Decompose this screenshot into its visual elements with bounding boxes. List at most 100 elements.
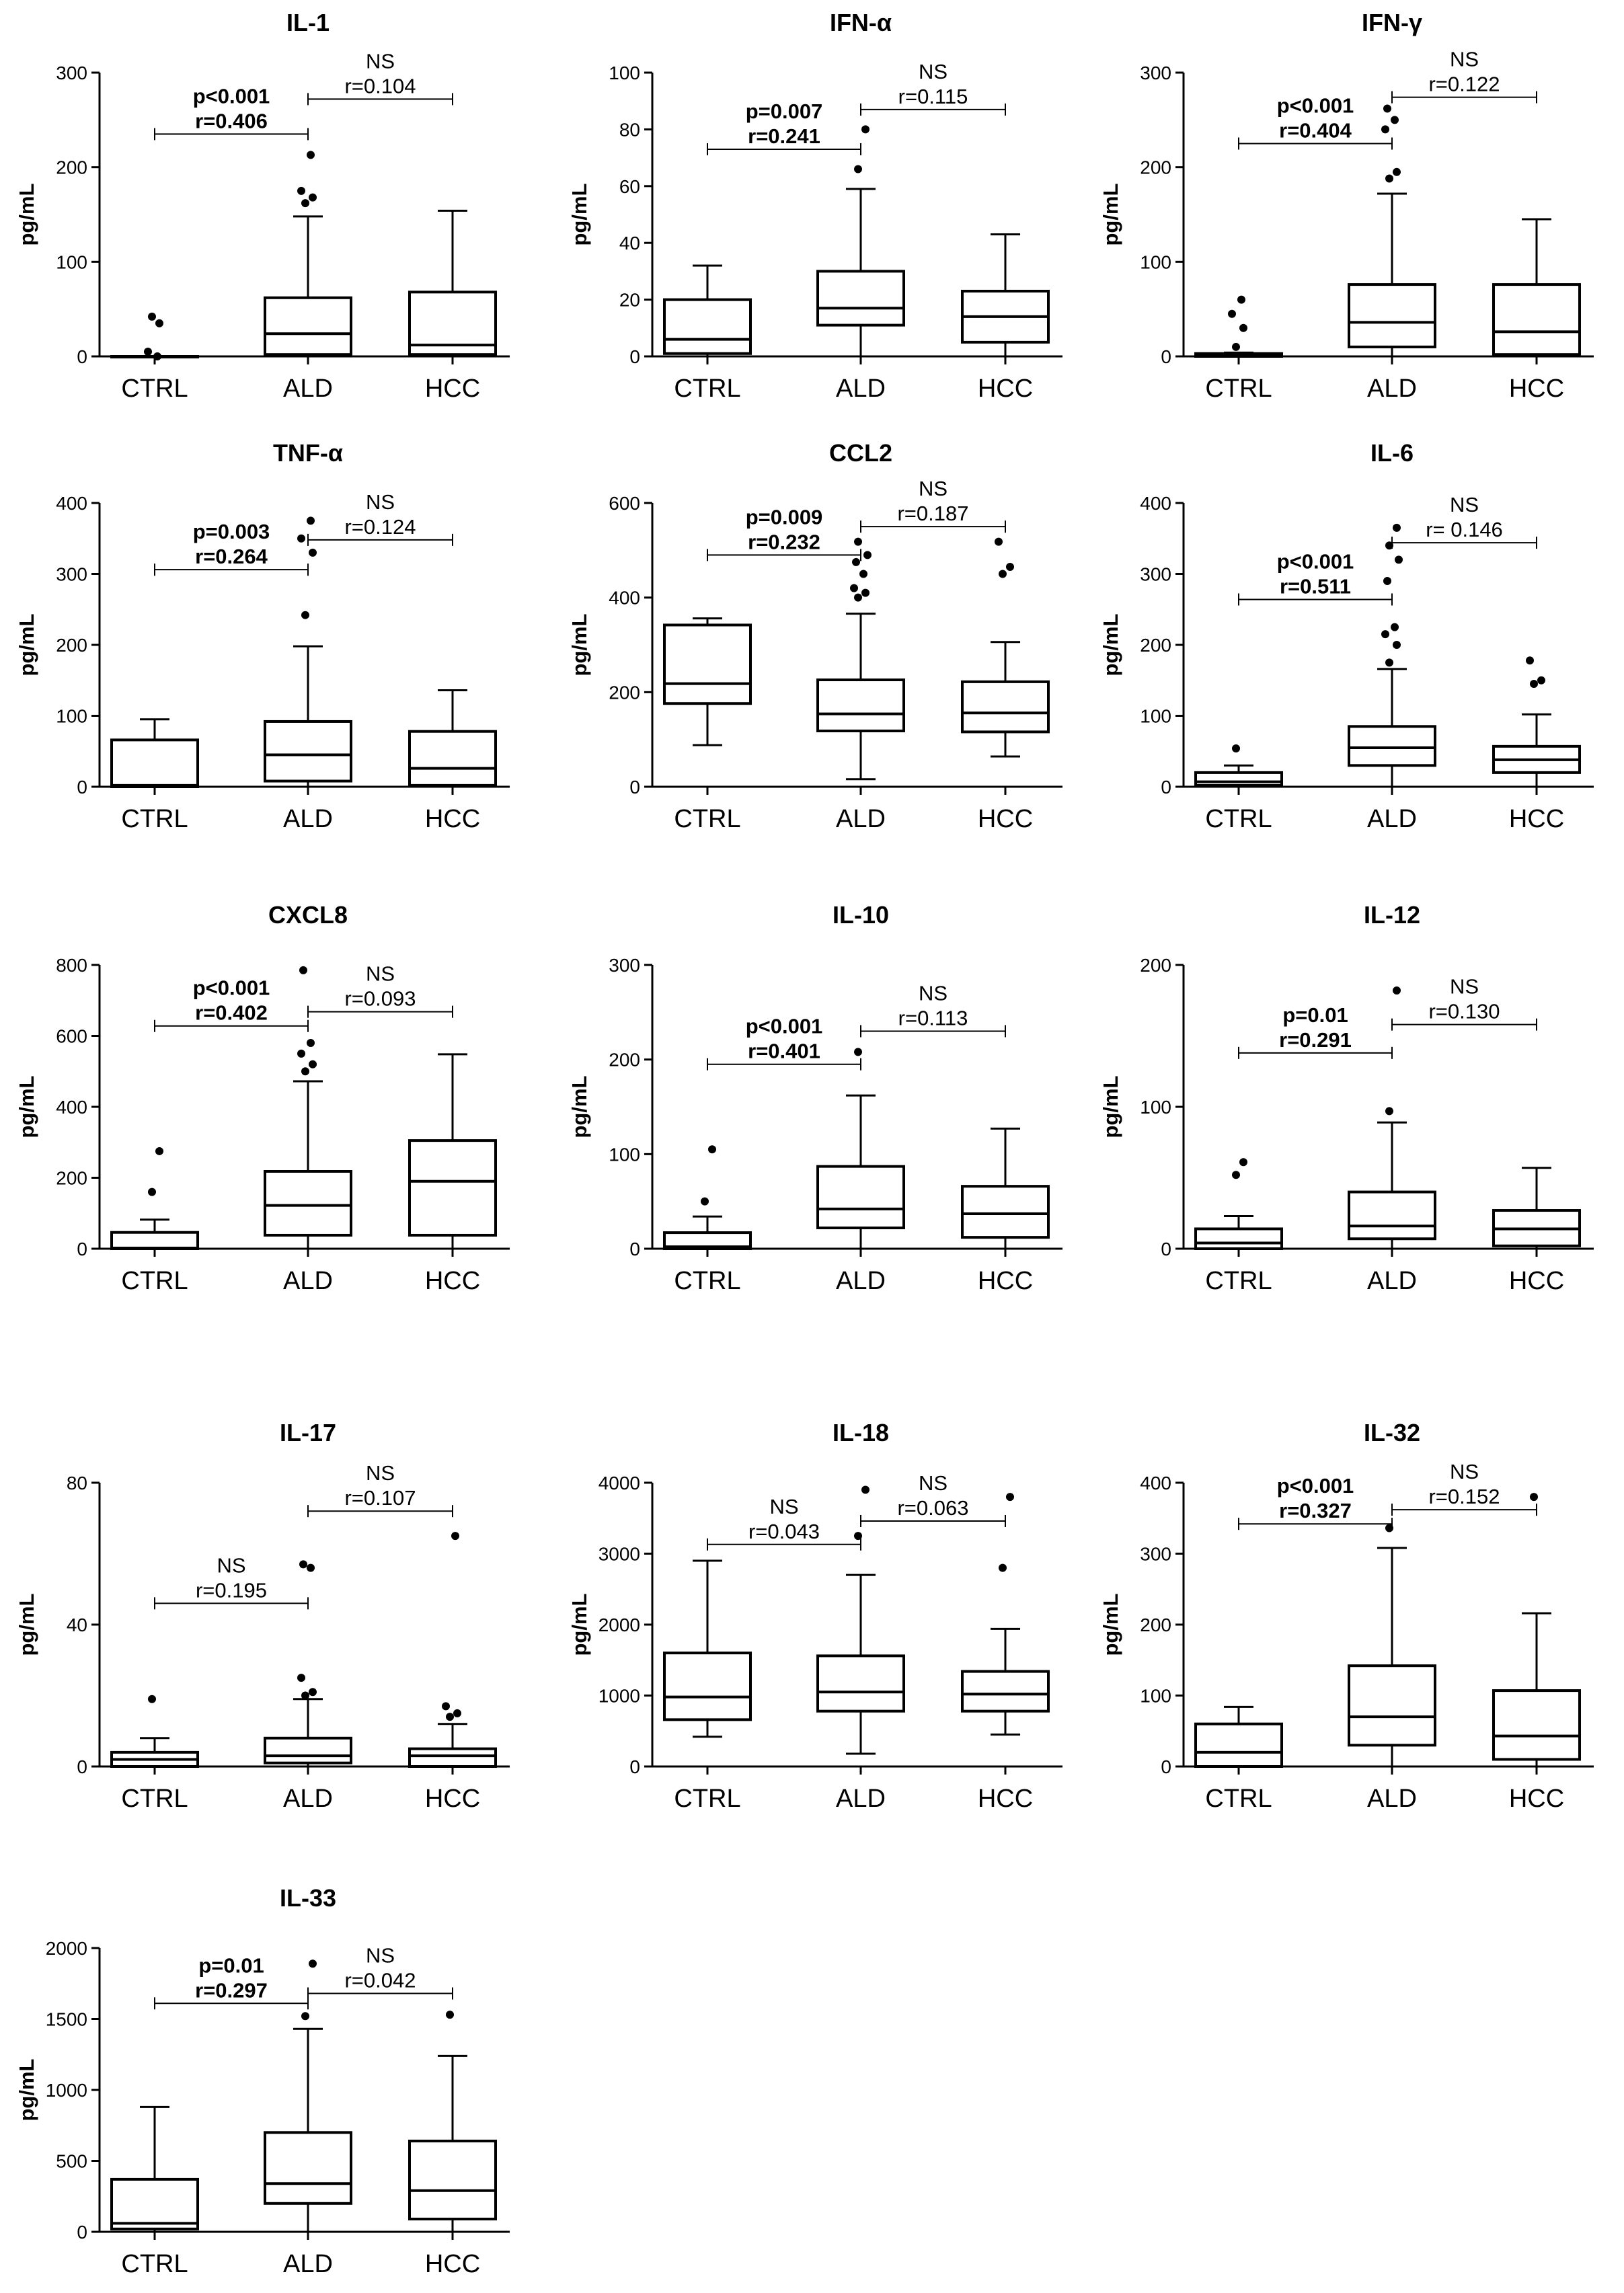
outlier-point [299,966,307,974]
comparison-ctrl-ald: NSr=0.043 [707,1495,861,1551]
outlier-point [859,570,867,578]
y-tick-label: 0 [1161,1239,1171,1259]
y-axis-label: pg/mL [1099,1594,1122,1656]
x-category-label: HCC [1509,375,1564,403]
x-category-label: HCC [425,2250,480,2278]
comparison-stat-line-1: NS [366,962,395,986]
comparison-ald-hcc: NSr=0.124 [307,490,453,546]
comparison-stat-line-2: r=0.124 [344,515,416,539]
y-tick-label: 0 [1161,346,1171,367]
iqr-box [1348,1664,1436,1747]
box-ctrl [110,1695,199,1768]
y-axis-label: pg/mL [1099,184,1122,246]
outlier-point [1006,1493,1014,1502]
panel-title: IFN-α [830,9,892,36]
comparison-stat-line-1: p=0.009 [746,505,823,529]
outlier-point [1393,641,1401,649]
outlier-point [854,537,862,546]
box-ald [264,516,352,788]
y-tick-label: 80 [619,119,640,140]
x-category-label: HCC [978,1267,1033,1295]
outlier-point [442,1702,450,1711]
box-ctrl [663,1559,752,1738]
outlier-point [309,193,317,202]
x-category-label: CTRL [1205,805,1272,833]
box-ctrl [110,312,199,360]
outlier-point [1385,1107,1393,1116]
iqr-box [408,1747,497,1768]
iqr-box [1348,725,1436,767]
iqr-box [408,2139,497,2221]
comparison-stat-line-1: NS [217,1553,245,1577]
comparison-stat-line-1: p<0.001 [193,84,270,108]
panel-title: IL-18 [833,1419,889,1446]
iqr-box [1194,1227,1283,1250]
outlier-point [1381,630,1389,639]
x-category-label: ALD [1367,1785,1417,1813]
outlier-point [309,1688,317,1697]
iqr-box [1348,1190,1436,1241]
x-category-label: HCC [425,1785,480,1813]
iqr-box [1194,1722,1283,1768]
comparison-stat-line-1: NS [919,60,948,83]
box-hcc [408,1053,497,1250]
outlier-point [854,1048,862,1056]
comparison-stat-line-1: NS [366,49,395,73]
comparison-stat-line-2: r=0.327 [1279,1499,1352,1522]
y-tick-label: 100 [1140,706,1171,727]
outlier-point [1393,986,1401,995]
box-hcc [1492,1493,1581,1768]
comparison-stat-line-1: p<0.001 [1277,549,1354,573]
x-category-label: HCC [978,375,1033,403]
comparison-stat-line-2: r=0.130 [1428,1000,1500,1023]
outlier-point [708,1145,716,1154]
outlier-point [453,1709,461,1717]
iqr-box [264,720,352,783]
outlier-point [301,2012,309,2021]
comparison-stat-line-2: r=0.232 [748,530,820,553]
iqr-box [408,290,497,356]
y-tick-label: 400 [56,493,87,514]
comparison-ald-hcc: NSr=0.107 [307,1461,453,1518]
comparison-stat-line-2: r=0.122 [1428,73,1500,96]
x-category-label: CTRL [121,1785,188,1813]
outlier-point [1006,562,1014,571]
iqr-box [663,1651,752,1721]
outlier-point [1395,555,1403,564]
y-tick-label: 1500 [46,2009,87,2030]
outlier-point [861,588,869,597]
comparison-ald-hcc: NSr=0.187 [860,477,1006,533]
iqr-box [110,738,199,788]
y-tick-label: 2000 [598,1615,640,1635]
outlier-point [153,352,161,360]
comparison-ald-hcc: NSr=0.063 [860,1471,1006,1527]
outlier-point [1393,523,1401,532]
y-tick-label: 0 [629,346,640,367]
iqr-box [663,298,752,355]
x-category-label: CTRL [1205,1785,1272,1813]
x-category-label: ALD [1367,805,1417,833]
x-category-label: ALD [836,375,886,403]
box-ctrl [110,2105,199,2233]
outlier-point [1383,104,1391,113]
box-hcc [408,209,497,358]
outlier-point [148,1188,156,1196]
x-category-label: HCC [978,1785,1033,1813]
x-category-label: HCC [425,1267,480,1295]
comparison-stat-line-1: p<0.001 [746,1015,823,1038]
y-tick-label: 40 [67,1615,87,1635]
comparison-stat-line-2: r=0.063 [897,1496,968,1520]
iqr-box [961,1670,1050,1713]
comparison-stat-line-2: r=0.402 [195,1001,268,1025]
comparison-ald-hcc: NSr=0.042 [307,1944,453,2000]
y-tick-label: 60 [619,176,640,197]
box-ctrl [1194,1158,1283,1250]
outlier-point [446,2011,454,2019]
x-category-label: CTRL [1205,375,1272,403]
comparison-stat-line-2: r=0.113 [898,1006,968,1029]
